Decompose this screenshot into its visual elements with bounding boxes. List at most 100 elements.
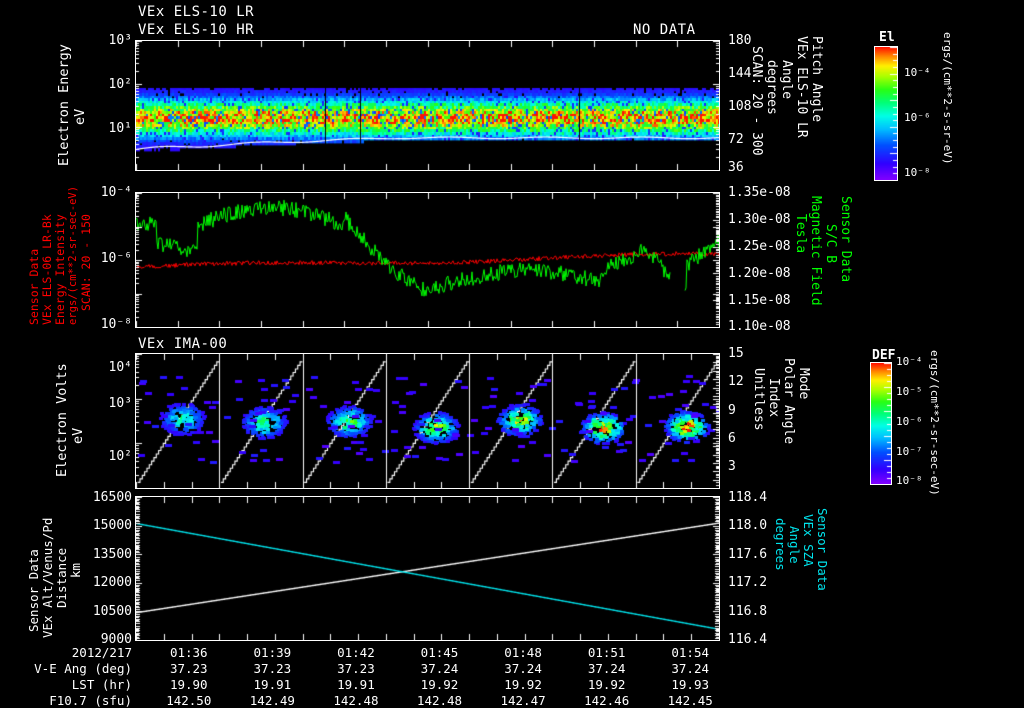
colorbar2-unit: ergs/(cm**2-sr-sec-eV) (928, 350, 941, 496)
colorbar2-tick-2: 10⁻⁶ (896, 415, 923, 428)
p4-ytick-0: 16500 (92, 490, 132, 505)
p1-right-title-line4: degrees (764, 60, 779, 115)
colorbar1-label: El (879, 30, 895, 45)
p1-rtick-1: 144 (728, 66, 752, 81)
p2-left-title-line1: Sensor Data (27, 248, 41, 325)
panel-ima-electron-volts (135, 353, 720, 489)
p1-left-title-line1: Electron Energy (56, 44, 72, 166)
panel-energy-intensity-bfield (135, 192, 720, 328)
colorbar1-tick-2: 10⁻⁸ (904, 166, 931, 179)
p2-rtick-2: 1.25e-08 (728, 239, 791, 254)
p2-ytick-1: 10⁻⁶ (100, 251, 132, 266)
bottom-lst-0: 19.90 (169, 677, 208, 692)
header-no-data: NO DATA (633, 22, 696, 38)
p3-right-title-line4: Unitless (751, 368, 766, 431)
p2-right-title-line2: S/C B (823, 224, 838, 264)
p4-ytick-4: 10500 (92, 604, 132, 619)
p4-left-title-line2: VEx Alt/Venus/Pd (40, 517, 55, 638)
colorbar2-tick-1: 10⁻⁵ (896, 385, 923, 398)
p2-ytick-2: 10⁻⁸ (100, 317, 132, 332)
p2-left-title-line5: SCAN: 20 - 150 (79, 214, 93, 311)
bottom-time-3: 01:45 (420, 645, 459, 660)
p1-right-title-line2: VEx ELS-10 LR (794, 36, 809, 138)
colorbar1-tick-1: 10⁻⁶ (904, 111, 931, 124)
bottom-veang-0: 37.23 (169, 661, 208, 676)
bottom-veang-3: 37.24 (420, 661, 459, 676)
p4-right-title-line3: Angle (787, 526, 802, 564)
p2-left-title-line4: ergs/(cm**2-sr-sec-eV) (67, 185, 79, 325)
bottom-lst-1: 19.91 (253, 677, 292, 692)
p3-ytick-2: 10² (108, 449, 132, 464)
p4-ytick-5: 9000 (100, 632, 132, 647)
bottom-lst-3: 19.92 (420, 677, 459, 692)
p3-rtick-0: 15 (728, 346, 744, 361)
bottom-rowlabel-1: V-E Ang (deg) (34, 661, 132, 676)
p4-ytick-2: 13500 (92, 547, 132, 562)
p4-left-title-line3: Distance (54, 547, 69, 608)
p3-left-title-line2: eV (70, 427, 86, 444)
bottom-f107-5: 142.46 (584, 693, 630, 708)
bottom-time-0: 01:36 (169, 645, 208, 660)
bottom-rowlabel-3: F10.7 (sfu) (49, 693, 132, 708)
p3-rtick-2: 9 (728, 403, 736, 418)
p3-ytick-0: 10⁴ (108, 360, 132, 375)
bottom-f107-1: 142.49 (249, 693, 295, 708)
bottom-f107-3: 142.48 (416, 693, 463, 708)
p2-ytick-0: 10⁻⁴ (100, 185, 132, 200)
intensity-bfield-traces (136, 193, 719, 327)
p2-left-title-line2: VEx ELS-06 LR-Bk (40, 214, 54, 325)
colorbar1-unit: ergs/(cm**2-s-sr-eV) (941, 32, 954, 165)
p2-right-title-line1: Sensor Data (838, 196, 853, 283)
bottom-rowlabel-2: LST (hr) (71, 677, 132, 692)
panel-electron-energy (135, 40, 720, 171)
bottom-f107-6: 142.45 (667, 693, 713, 708)
p4-right-title-line4: degrees (773, 518, 788, 571)
p4-left-title-line1: Sensor Data (26, 549, 41, 632)
colorbar2-tick-3: 10⁻⁷ (896, 445, 923, 458)
p4-ytick-1: 15000 (92, 518, 132, 533)
colorbar2-label: DEF (872, 348, 896, 363)
p2-rtick-5: 1.10e-08 (728, 319, 791, 334)
bottom-time-5: 01:51 (587, 645, 626, 660)
p3-ytick-1: 10³ (108, 396, 132, 411)
ima-spectrogram (136, 354, 719, 488)
p4-rtick-5: 116.4 (728, 632, 768, 647)
colorbar1-gradient (874, 46, 898, 181)
p2-rtick-0: 1.35e-08 (728, 185, 791, 200)
p2-left-title-line3: Energy Intensity (53, 214, 67, 325)
bottom-time-6: 01:54 (671, 645, 710, 660)
p3-right-title-line2: Polar Angle (781, 358, 796, 445)
p2-right-title-line3: Magnetic Field (808, 196, 823, 306)
p4-rtick-2: 117.6 (728, 547, 768, 562)
header-top-left-1: VEx ELS-10 LR (138, 4, 255, 20)
p4-rtick-1: 118.0 (728, 518, 768, 533)
p3-right-title-line1: Mode (796, 368, 811, 400)
p1-ytick-0: 10³ (108, 33, 132, 48)
p4-left-title-line4: km (68, 562, 83, 578)
p4-right-title-line1: Sensor Data (815, 508, 830, 591)
bottom-f107-4: 142.47 (500, 693, 546, 708)
panel-altitude-sza (135, 496, 720, 641)
p1-rtick-3: 72 (728, 132, 744, 147)
bottom-lst-2: 19.91 (337, 677, 375, 692)
header-top-left-2: VEx ELS-10 HR (138, 22, 255, 38)
p2-right-title-line4: Tesla (793, 214, 808, 254)
colorbar2-gradient (870, 362, 892, 485)
bottom-lst-6: 19.93 (671, 677, 710, 692)
bottom-lst-5: 19.92 (587, 677, 626, 692)
bottom-veang-2: 37.23 (337, 661, 375, 676)
p3-rtick-3: 6 (728, 431, 736, 446)
bottom-f107-2: 142.48 (333, 693, 379, 708)
p4-rtick-4: 116.8 (728, 604, 768, 619)
p3-right-title-line3: Index (766, 378, 781, 418)
p4-right-title-line2: VEx SZA (801, 514, 816, 567)
bottom-veang-5: 37.24 (587, 661, 626, 676)
p2-rtick-1: 1.30e-08 (728, 212, 791, 227)
p3-rtick-1: 12 (728, 374, 744, 389)
p4-ytick-3: 12000 (92, 575, 132, 590)
colorbar1-tick-0: 10⁻⁴ (904, 66, 931, 79)
bottom-veang-6: 37.24 (671, 661, 710, 676)
bottom-time-1: 01:39 (253, 645, 292, 660)
bottom-f107-0: 142.50 (166, 693, 212, 708)
